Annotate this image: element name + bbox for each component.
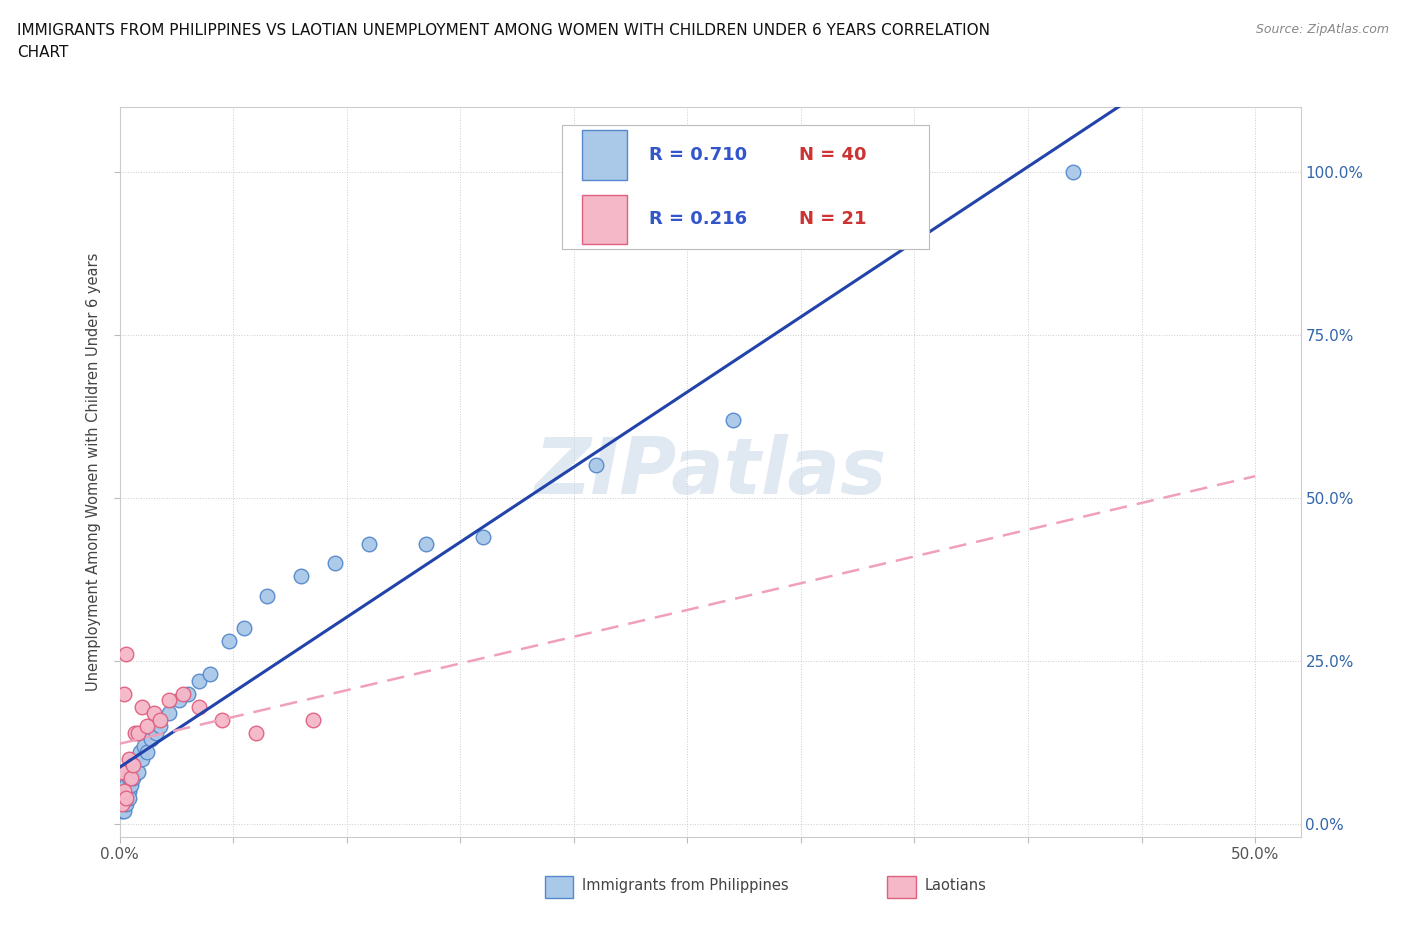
Text: R = 0.216: R = 0.216 xyxy=(648,210,747,229)
FancyBboxPatch shape xyxy=(562,126,928,249)
Point xyxy=(245,725,267,740)
Point xyxy=(111,790,134,805)
Point xyxy=(117,751,139,766)
FancyBboxPatch shape xyxy=(887,876,915,897)
Point xyxy=(159,693,181,708)
Point xyxy=(131,751,153,766)
Text: N = 40: N = 40 xyxy=(799,146,866,164)
Text: IMMIGRANTS FROM PHILIPPINES VS LAOTIAN UNEMPLOYMENT AMONG WOMEN WITH CHILDREN UN: IMMIGRANTS FROM PHILIPPINES VS LAOTIAN U… xyxy=(17,23,990,38)
Point xyxy=(167,693,190,708)
Point xyxy=(112,784,135,799)
FancyBboxPatch shape xyxy=(582,130,627,180)
Point xyxy=(415,537,437,551)
Point xyxy=(112,686,135,701)
Point xyxy=(129,745,152,760)
Point xyxy=(359,537,381,551)
Point xyxy=(111,804,134,818)
Point xyxy=(127,764,149,779)
Text: R = 0.710: R = 0.710 xyxy=(648,146,747,164)
Point xyxy=(111,764,134,779)
Point xyxy=(115,790,138,805)
Point xyxy=(188,673,211,688)
Point xyxy=(120,764,142,779)
Point xyxy=(218,634,240,649)
Point xyxy=(301,712,323,727)
Point xyxy=(120,771,142,786)
Text: N = 21: N = 21 xyxy=(799,210,866,229)
Point xyxy=(256,589,278,604)
Point xyxy=(120,777,142,792)
Point xyxy=(323,556,346,571)
Point xyxy=(211,712,233,727)
Point xyxy=(200,667,222,682)
Point xyxy=(122,758,145,773)
Point xyxy=(585,458,607,472)
Point xyxy=(176,686,198,701)
Point xyxy=(124,751,146,766)
Text: Laotians: Laotians xyxy=(925,879,987,894)
Point xyxy=(112,784,135,799)
Point xyxy=(127,725,149,740)
Point xyxy=(172,686,194,701)
Point xyxy=(290,569,312,584)
FancyBboxPatch shape xyxy=(544,876,574,897)
Point xyxy=(721,412,744,427)
Point xyxy=(134,738,156,753)
Point xyxy=(142,706,165,721)
Point xyxy=(141,732,163,747)
Text: ZIPatlas: ZIPatlas xyxy=(534,434,886,510)
Point xyxy=(124,725,146,740)
Point xyxy=(112,797,135,812)
Point xyxy=(115,797,138,812)
Point xyxy=(159,706,181,721)
Text: CHART: CHART xyxy=(17,45,69,60)
Point xyxy=(122,758,145,773)
Point xyxy=(112,804,135,818)
Point xyxy=(115,777,138,792)
Point xyxy=(117,790,139,805)
Y-axis label: Unemployment Among Women with Children Under 6 years: Unemployment Among Women with Children U… xyxy=(86,253,101,691)
Text: Source: ZipAtlas.com: Source: ZipAtlas.com xyxy=(1256,23,1389,36)
Point xyxy=(149,712,172,727)
Point xyxy=(149,719,172,734)
Point xyxy=(117,784,139,799)
Point xyxy=(188,699,211,714)
Point xyxy=(115,647,138,662)
FancyBboxPatch shape xyxy=(582,194,627,245)
Point xyxy=(233,621,256,636)
Point xyxy=(145,725,167,740)
Point xyxy=(122,771,145,786)
Point xyxy=(111,797,134,812)
Point xyxy=(115,790,138,805)
Point xyxy=(1062,165,1084,179)
Point xyxy=(135,719,157,734)
Point xyxy=(471,530,494,545)
Text: Immigrants from Philippines: Immigrants from Philippines xyxy=(582,879,789,894)
Point xyxy=(135,745,157,760)
Point xyxy=(131,699,153,714)
Point xyxy=(117,771,139,786)
